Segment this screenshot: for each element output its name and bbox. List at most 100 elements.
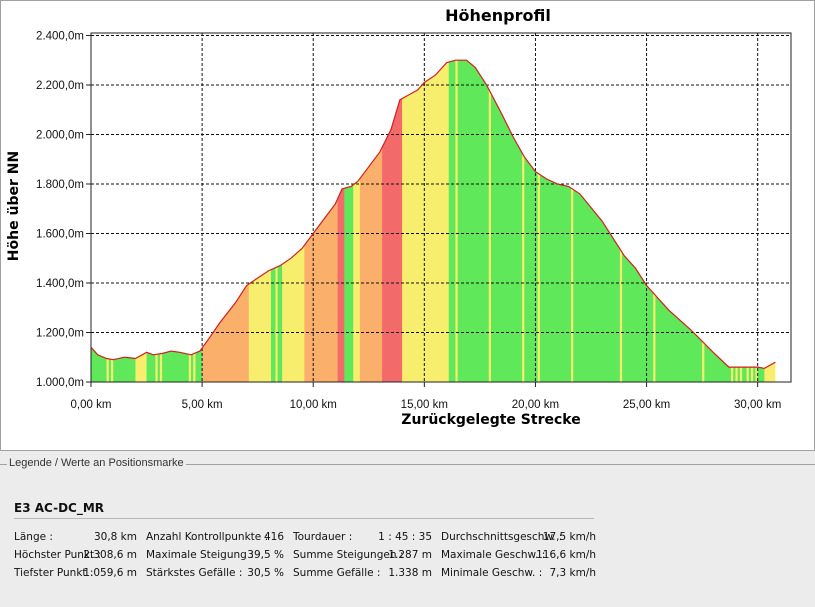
slope-band — [739, 60, 743, 382]
slope-band — [537, 60, 541, 382]
slope-band — [675, 60, 679, 382]
slope-band — [768, 60, 772, 382]
slope-band — [557, 60, 561, 382]
slope-band — [508, 60, 512, 382]
slope-band — [702, 60, 705, 382]
slope-band — [453, 60, 456, 382]
slope-band — [211, 60, 214, 382]
slope-band — [719, 60, 723, 382]
stat-label: Summe Gefälle : — [293, 567, 381, 579]
y-axis-label: Höhe über NN — [6, 151, 22, 261]
slope-band — [131, 60, 134, 382]
slope-band — [255, 60, 259, 382]
slope-band — [708, 60, 712, 382]
x-tick-label: 10,00 km — [290, 399, 337, 411]
slope-band — [128, 60, 132, 382]
slope-band — [464, 60, 467, 382]
slope-band — [737, 60, 741, 382]
slope-band — [366, 60, 370, 382]
slope-band — [526, 60, 530, 382]
slope-band — [451, 60, 454, 382]
legend-header: Legende / Werte an Positionsmarke — [0, 456, 815, 472]
slope-band — [379, 60, 383, 382]
slope-band — [413, 60, 416, 382]
slope-band — [517, 60, 521, 382]
x-tick-label: 30,00 km — [734, 399, 781, 411]
stat-value: 2.308,6 m — [83, 549, 137, 561]
stat-label: Minimale Geschw. : — [441, 567, 543, 579]
slope-band — [144, 60, 147, 382]
slope-band — [722, 60, 725, 382]
slope-band — [488, 60, 492, 382]
slope-band — [191, 60, 194, 382]
slope-band — [111, 60, 114, 382]
slope-band — [477, 60, 481, 382]
stat-value: 39,5 % — [247, 549, 284, 561]
slope-band — [188, 60, 192, 382]
slope-band — [559, 60, 563, 382]
slope-band — [524, 60, 527, 382]
slope-band — [339, 60, 343, 382]
slope-band — [468, 60, 472, 382]
slope-band — [399, 60, 403, 382]
slope-band — [382, 60, 385, 382]
stat-value: 1.287 m — [388, 549, 432, 561]
slope-band — [173, 60, 176, 382]
slope-band — [533, 60, 536, 382]
legend-divider — [0, 464, 815, 465]
stats-divider — [14, 518, 594, 519]
slope-band — [688, 60, 692, 382]
slope-band — [102, 60, 105, 382]
slope-band — [773, 60, 776, 382]
y-tick-label: 1.800,0m — [36, 179, 84, 191]
slope-band — [624, 60, 627, 382]
slope-band — [371, 60, 374, 382]
slope-band — [424, 60, 427, 382]
slope-band — [213, 60, 216, 382]
slope-band — [466, 60, 470, 382]
x-tick-label: 15,00 km — [401, 399, 448, 411]
slope-band — [762, 60, 765, 382]
slope-band — [166, 60, 170, 382]
slope-band — [548, 60, 552, 382]
stat-label: Anzahl Kontrollpunkte : — [146, 531, 269, 543]
slope-band — [588, 60, 592, 382]
slope-band — [473, 60, 476, 382]
slope-band — [544, 60, 547, 382]
slope-band — [204, 60, 207, 382]
slope-band — [664, 60, 667, 382]
slope-band — [726, 60, 730, 382]
legend-header-title: Legende / Werte an Positionsmarke — [7, 457, 186, 469]
slope-band — [108, 60, 112, 382]
stat-value: 7,3 km/h — [549, 567, 596, 579]
y-tick-label: 1.600,0m — [36, 228, 84, 240]
slope-band — [766, 60, 770, 382]
slope-band — [193, 60, 196, 382]
slope-band — [113, 60, 116, 382]
slope-band — [504, 60, 507, 382]
slope-band — [759, 60, 763, 382]
slope-band — [357, 60, 361, 382]
stat-label: Summe Steigungen : — [293, 549, 404, 561]
slope-band — [153, 60, 156, 382]
slope-band — [742, 60, 745, 382]
slope-band — [542, 60, 545, 382]
slope-band — [482, 60, 485, 382]
slope-band — [224, 60, 227, 382]
slope-band — [471, 60, 474, 382]
slope-band — [159, 60, 163, 382]
slope-band — [404, 60, 407, 382]
slope-band — [377, 60, 381, 382]
slope-band — [395, 60, 399, 382]
slope-band — [455, 60, 459, 382]
slope-band — [437, 60, 441, 382]
slope-band — [444, 60, 447, 382]
slope-band — [599, 60, 603, 382]
slope-band — [493, 60, 496, 382]
slope-band — [551, 60, 554, 382]
y-tick-label: 2.200,0m — [36, 80, 84, 92]
slope-band — [388, 60, 392, 382]
slope-band — [764, 60, 767, 382]
stat-label: Maximale Steigung : — [146, 549, 254, 561]
slope-band — [411, 60, 414, 382]
